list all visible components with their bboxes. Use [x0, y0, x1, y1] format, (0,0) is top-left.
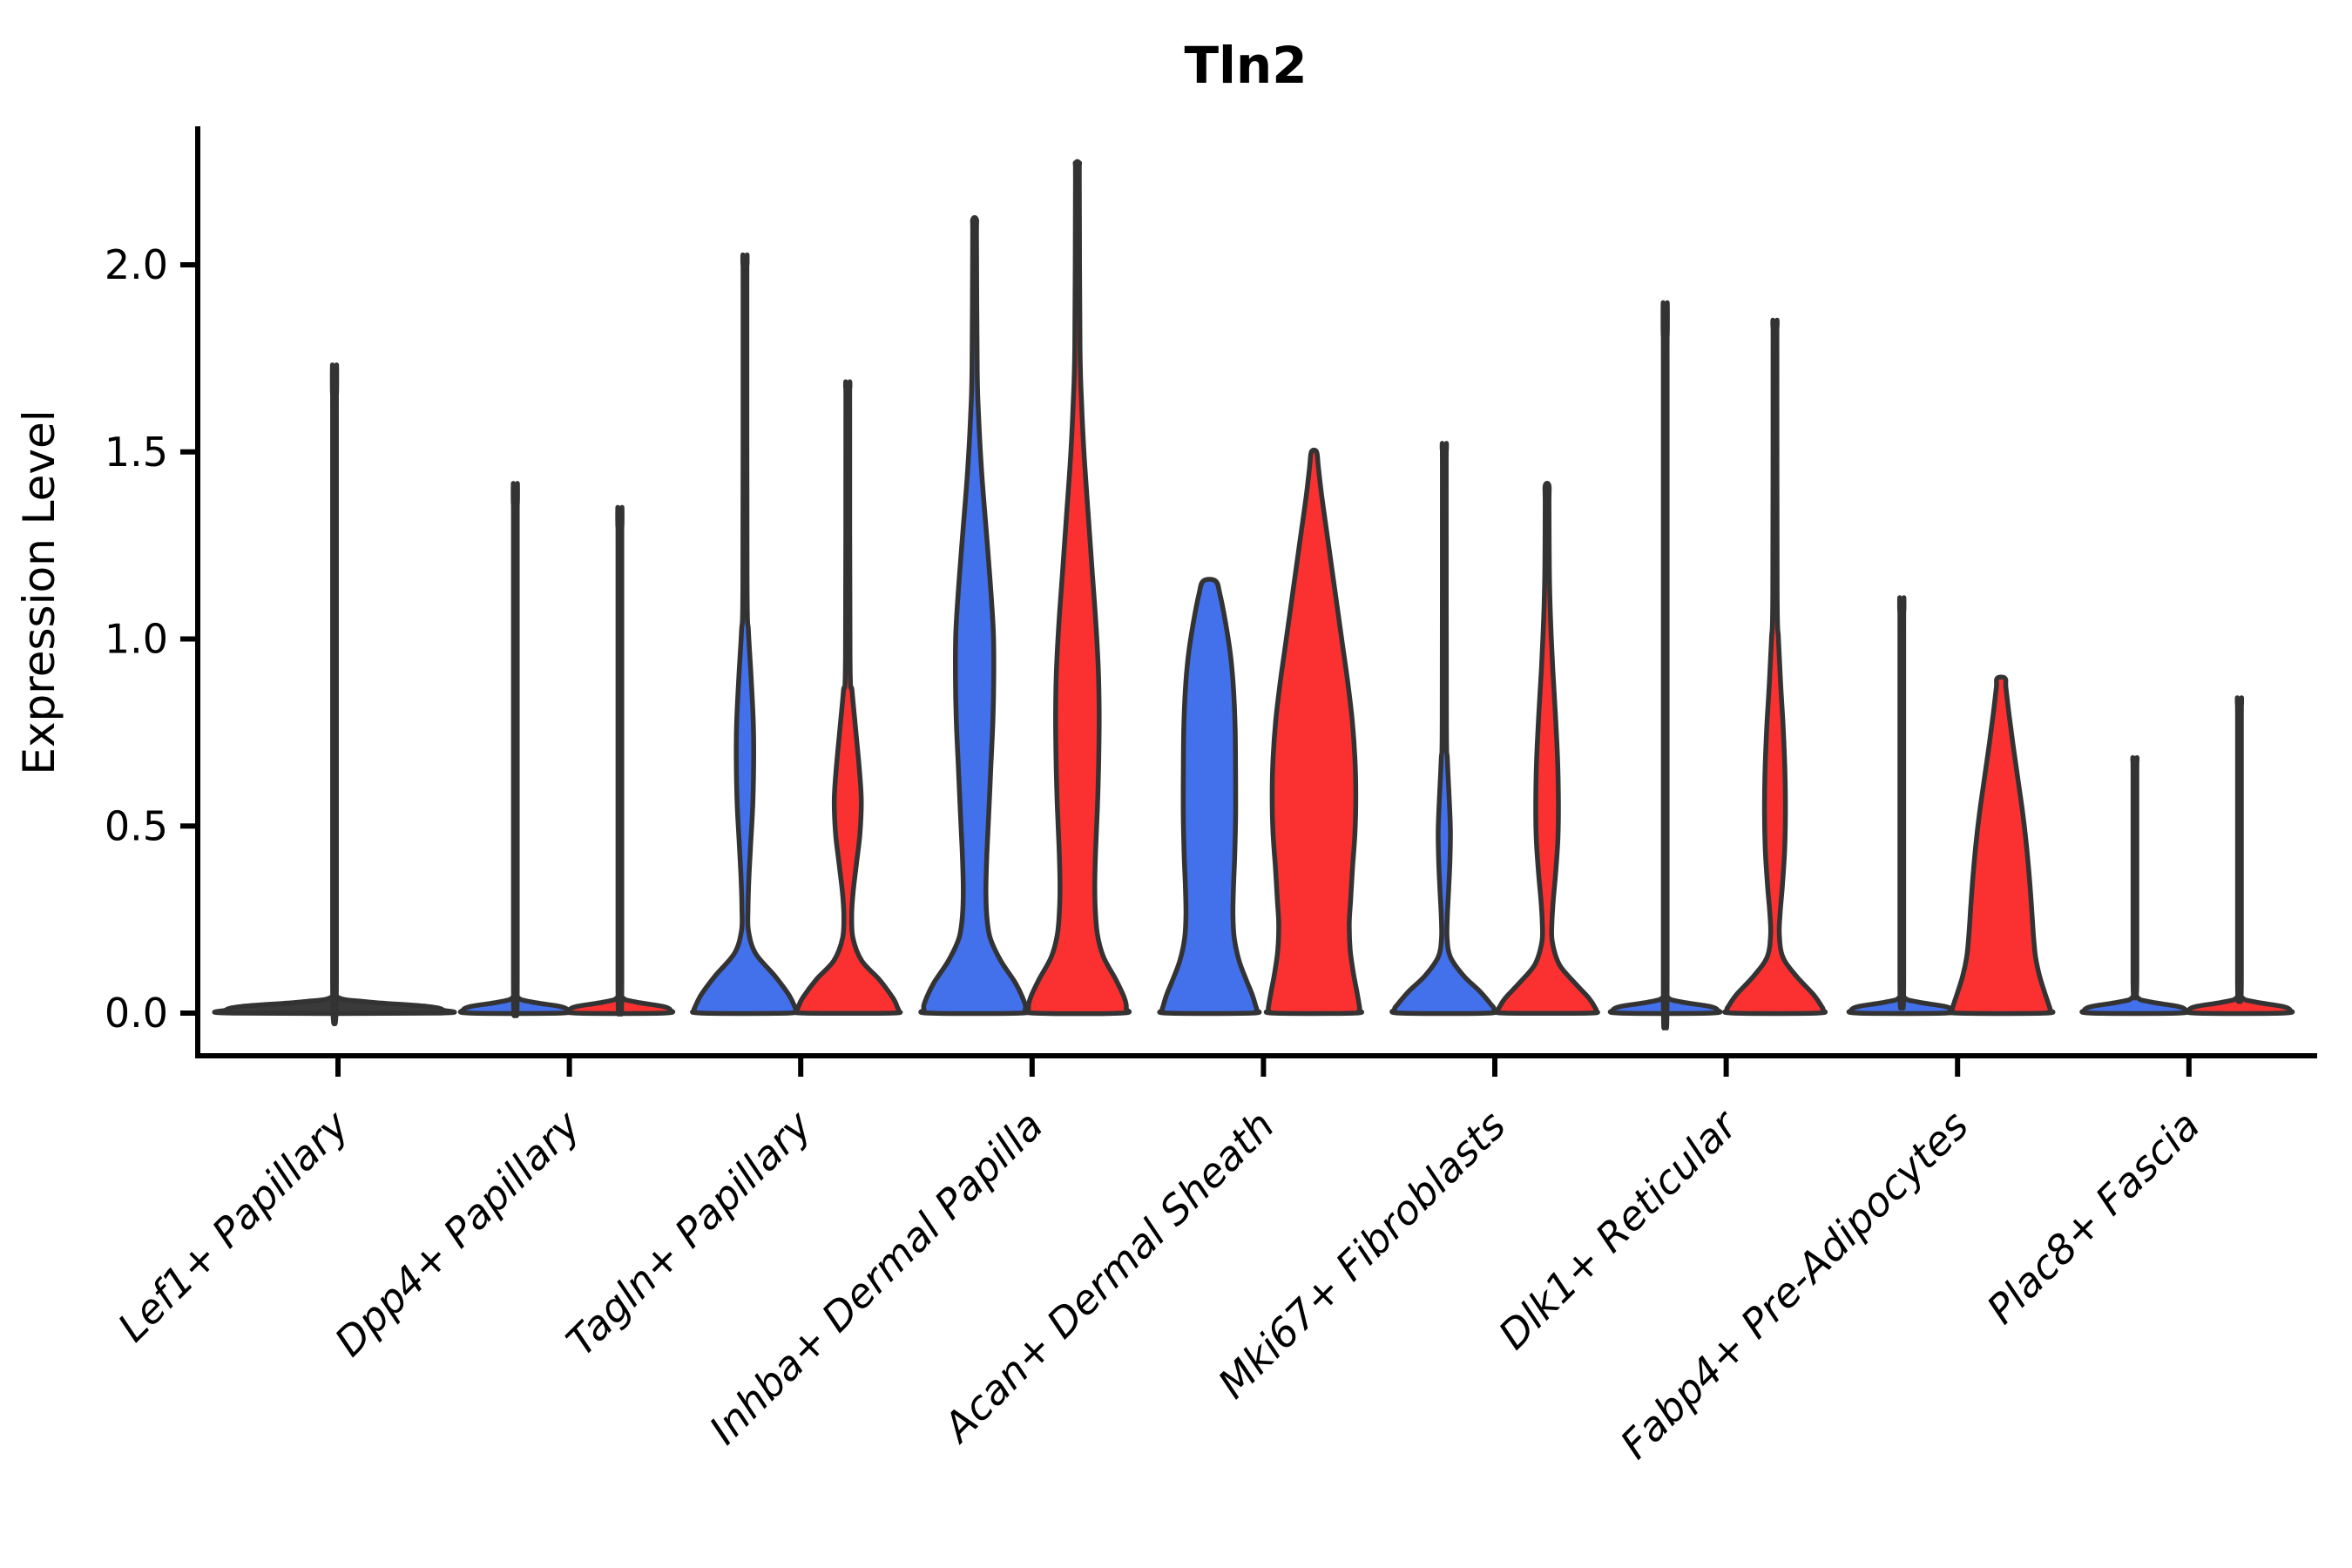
x-tick-label: Dpp4+ Papillary	[326, 1101, 590, 1365]
y-axis-label: Expression Level	[14, 409, 64, 774]
y-tick-label: 1.0	[105, 616, 168, 663]
y-tick-label: 0.0	[105, 990, 168, 1037]
violin-inhba-blue	[918, 215, 1031, 1017]
chart-title: Tln2	[1184, 36, 1307, 95]
x-tick-label: Tagln+ Papillary	[558, 1101, 821, 1365]
violin-plac8-blue	[2079, 755, 2191, 1017]
violin-inhba-red	[1023, 159, 1132, 1017]
axes-layer	[180, 126, 2317, 1077]
y-tick-label: 2.0	[105, 241, 168, 288]
violin-dpp4-red	[564, 504, 676, 1017]
violin-dlk1-red	[1722, 317, 1828, 1017]
violin-fabp4-red	[1946, 674, 2056, 1017]
violin-acan-red	[1263, 447, 1364, 1017]
y-tick-label: 0.5	[105, 802, 168, 849]
y-tick-labels: 0.0 0.5 1.0 1.5 2.0	[105, 241, 168, 1037]
violins-layer	[212, 159, 2295, 1031]
x-tick-label: Dlk1+ Reticular	[1490, 1099, 1748, 1358]
violin-lef1-combined	[212, 362, 457, 1026]
violin-tagln-red	[793, 379, 903, 1017]
x-tick-label: Plac8+ Fascia	[1977, 1102, 2208, 1333]
y-tick-label: 1.5	[105, 429, 168, 476]
violin-fabp4-blue	[1846, 595, 1957, 1017]
violin-plac8-red	[2184, 695, 2295, 1017]
violin-mki67-red	[1494, 481, 1600, 1017]
violin-dpp4-blue	[457, 481, 573, 1018]
violin-dlk1-blue	[1607, 300, 1723, 1031]
x-tick-label: Lef1+ Papillary	[109, 1101, 358, 1350]
violin-acan-blue	[1157, 577, 1262, 1017]
violin-mki67-blue	[1389, 441, 1499, 1017]
violin-tagln-blue	[690, 252, 801, 1017]
